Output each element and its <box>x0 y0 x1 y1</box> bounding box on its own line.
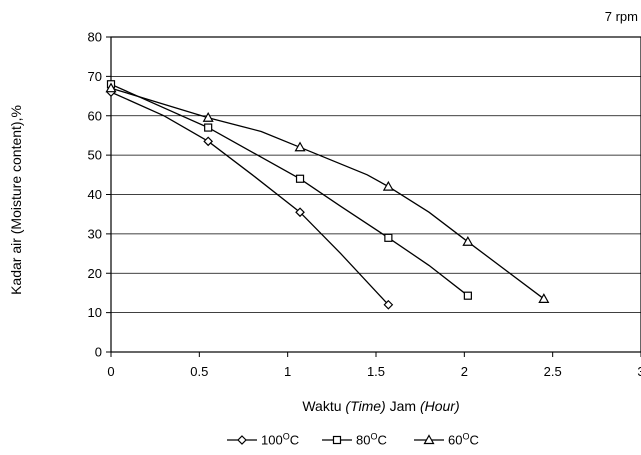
y-axis-title: Kadar air (Moisture content),% <box>8 105 24 295</box>
legend-label-100c: 100OC <box>261 432 299 448</box>
x-axis-title-part-2: (Time) <box>345 398 385 414</box>
y-tick-label-50: 50 <box>88 148 102 163</box>
y-tick-label-70: 70 <box>88 69 102 84</box>
y-tick-label-30: 30 <box>88 226 102 241</box>
legend-item-100c: 100OC <box>227 432 299 448</box>
series-line-60c <box>110 87 545 300</box>
legend-item-60c: 60OC <box>414 432 479 448</box>
data-point-100c-2 <box>295 207 305 218</box>
y-tick-label-40: 40 <box>88 187 102 202</box>
x-axis-title-part-1: Waktu <box>302 398 345 414</box>
x-axis-title-part-3: Jam <box>386 398 420 414</box>
y-tick-label-10: 10 <box>88 305 102 320</box>
data-point-60c-2 <box>294 141 306 152</box>
data-point-60c-0 <box>105 82 117 93</box>
data-point-60c-3 <box>382 180 394 191</box>
x-tick-label-5: 2.5 <box>544 364 562 379</box>
series-80c <box>106 80 472 300</box>
y-tick-label-0: 0 <box>95 345 102 360</box>
data-point-80c-1 <box>204 123 213 132</box>
data-point-80c-3 <box>384 233 393 242</box>
data-point-80c-2 <box>295 174 305 183</box>
series-60c <box>105 82 550 303</box>
x-tick-label-4: 2 <box>461 364 468 379</box>
legend-marker-100c <box>237 435 247 445</box>
grid-layer <box>111 75 641 314</box>
y-tick-label-20: 20 <box>88 266 102 281</box>
x-tick-label-0: 0 <box>107 364 114 379</box>
legend-item-80c: 80OC <box>322 432 387 448</box>
series-line-100c <box>110 91 389 306</box>
legend: 100OC 80OC 60OC <box>227 432 479 448</box>
data-point-60c-1 <box>202 111 214 122</box>
legend-label-80c: 80OC <box>356 432 387 448</box>
series-layer <box>105 80 550 310</box>
x-tick-label-6: 3 <box>637 364 641 379</box>
x-axis-ticks: 0 0.5 1 1.5 2 2.5 3 <box>107 352 641 379</box>
y-tick-label-80: 80 <box>88 30 102 45</box>
x-tick-label-1: 0.5 <box>190 364 208 379</box>
series-100c <box>106 87 394 310</box>
x-axis-title-part-4: (Hour) <box>420 398 460 414</box>
legend-marker-80c <box>332 435 342 445</box>
data-point-60c-4 <box>462 236 474 246</box>
data-point-100c-3 <box>383 299 394 310</box>
data-point-100c-1 <box>203 136 214 147</box>
y-tick-label-60: 60 <box>88 108 102 123</box>
legend-marker-60c <box>423 434 435 445</box>
data-point-60c-5 <box>538 293 550 303</box>
y-axis-ticks: 0 10 20 30 40 50 60 70 80 <box>88 30 111 360</box>
speed-annotation: 7 rpm <box>605 9 638 24</box>
x-axis-title: Waktu (Time) Jam (Hour) <box>302 398 459 414</box>
x-tick-label-2: 1 <box>284 364 291 379</box>
legend-label-60c: 60OC <box>448 432 479 448</box>
data-point-80c-4 <box>463 291 472 300</box>
x-tick-label-3: 1.5 <box>367 364 385 379</box>
